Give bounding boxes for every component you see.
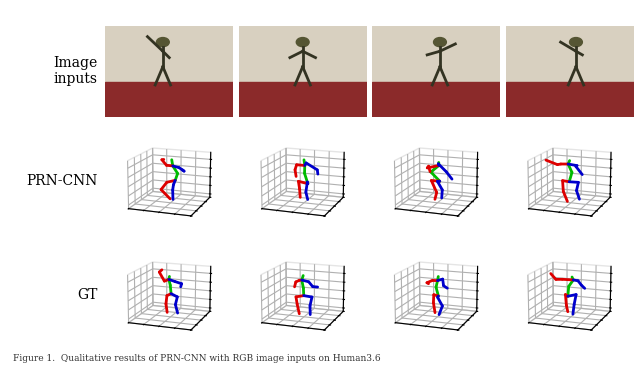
Bar (105, 26, 234, 85)
Circle shape (156, 37, 169, 47)
Circle shape (570, 37, 582, 47)
Bar (239, 82, 367, 117)
Text: Image
inputs: Image inputs (53, 56, 97, 86)
Bar (372, 26, 500, 85)
Text: Figure 1.  Qualitative results of PRN-CNN with RGB image inputs on Human3.6: Figure 1. Qualitative results of PRN-CNN… (13, 354, 380, 363)
Text: GT: GT (77, 288, 97, 302)
Circle shape (433, 37, 446, 47)
Bar (372, 82, 500, 117)
Bar (239, 26, 367, 85)
Circle shape (296, 37, 309, 47)
Bar (506, 82, 634, 117)
Bar (105, 82, 234, 117)
Text: PRN-CNN: PRN-CNN (26, 174, 97, 188)
Bar (506, 26, 634, 85)
